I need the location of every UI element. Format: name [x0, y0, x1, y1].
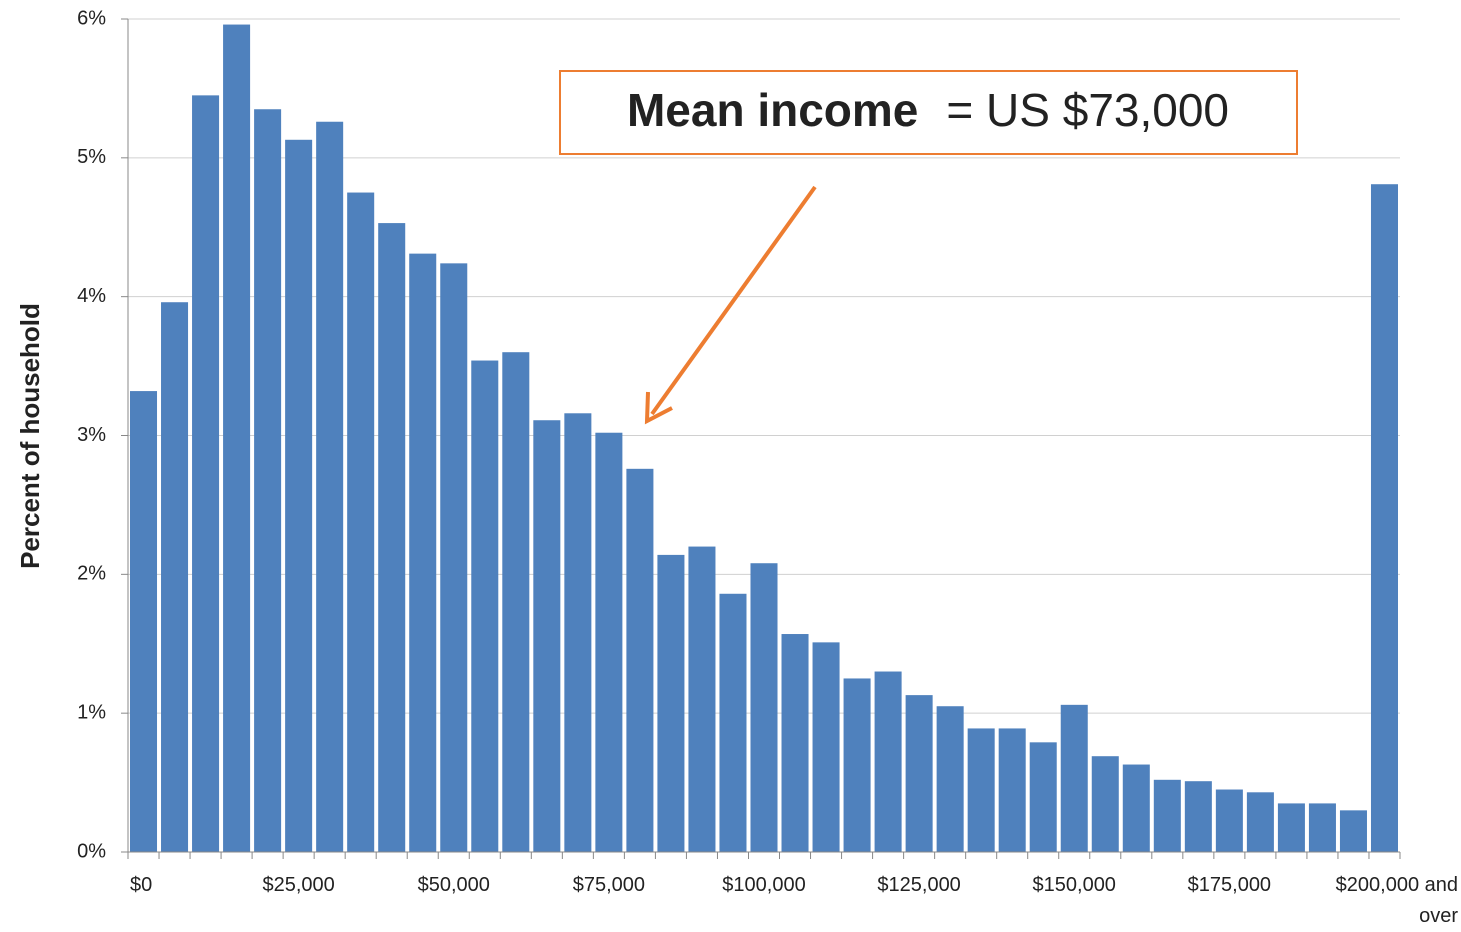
bar — [285, 139, 313, 852]
annotation-box — [559, 70, 1298, 155]
bar — [161, 302, 189, 853]
y-tick-label: 5% — [77, 146, 106, 168]
bar — [1153, 779, 1181, 852]
bar — [688, 546, 716, 852]
bar — [1060, 704, 1088, 852]
bar — [719, 593, 747, 852]
bar — [1122, 764, 1150, 852]
y-tick-label: 6% — [77, 7, 106, 29]
bar — [254, 109, 282, 852]
bar — [564, 413, 592, 852]
bar — [657, 554, 685, 852]
bar — [750, 563, 778, 852]
annotation-text: Mean income = US $73,000 — [627, 84, 1229, 136]
bar — [812, 642, 840, 852]
x-tick-label: $50,000 — [417, 874, 490, 896]
bar — [781, 634, 809, 852]
annotation-bold: Mean income — [627, 84, 918, 136]
y-axis-title: Percent of household — [15, 303, 45, 569]
bar — [874, 671, 902, 852]
bar — [1215, 789, 1243, 852]
bar — [998, 728, 1026, 852]
bar — [130, 391, 158, 852]
bar — [533, 420, 561, 852]
bar — [440, 263, 468, 852]
bar — [409, 253, 437, 853]
x-tick-label: $0 — [130, 874, 153, 896]
annotation-value: = US $73,000 — [946, 84, 1229, 136]
bar — [626, 468, 654, 852]
x-tick-label: $25,000 — [262, 874, 335, 896]
x-tick-label: $100,000 — [722, 874, 806, 896]
y-tick-label: 2% — [77, 563, 106, 585]
bar — [347, 192, 375, 852]
bar — [843, 678, 871, 852]
bar — [378, 223, 406, 852]
bar — [1308, 803, 1336, 852]
bar — [1091, 756, 1119, 852]
bar — [1029, 742, 1057, 852]
x-tick-label: $125,000 — [877, 874, 961, 896]
y-tick-label: 1% — [77, 701, 106, 723]
x-tick-label: $175,000 — [1187, 874, 1272, 896]
bar — [1246, 792, 1274, 852]
bar — [1370, 184, 1398, 852]
bar — [192, 95, 220, 852]
x-tick-label: $150,000 — [1032, 874, 1116, 896]
bar — [502, 352, 530, 852]
bar — [1184, 781, 1212, 852]
arrow-head — [644, 391, 673, 425]
bar — [471, 360, 499, 852]
bar — [1339, 810, 1367, 852]
x-tick-label: $75,000 — [572, 874, 646, 896]
y-tick-label: 0% — [77, 840, 106, 862]
y-tick-label: 4% — [77, 285, 106, 307]
bar — [595, 432, 623, 852]
annotation-arrow — [650, 185, 817, 416]
y-tick-label: 3% — [77, 424, 106, 446]
bar — [905, 695, 933, 852]
bar — [936, 706, 964, 852]
bar — [1277, 803, 1305, 852]
bar — [316, 121, 344, 852]
bar — [223, 24, 251, 852]
bar — [967, 728, 995, 852]
x-tick-label: $200,000 and over — [1335, 874, 1458, 927]
